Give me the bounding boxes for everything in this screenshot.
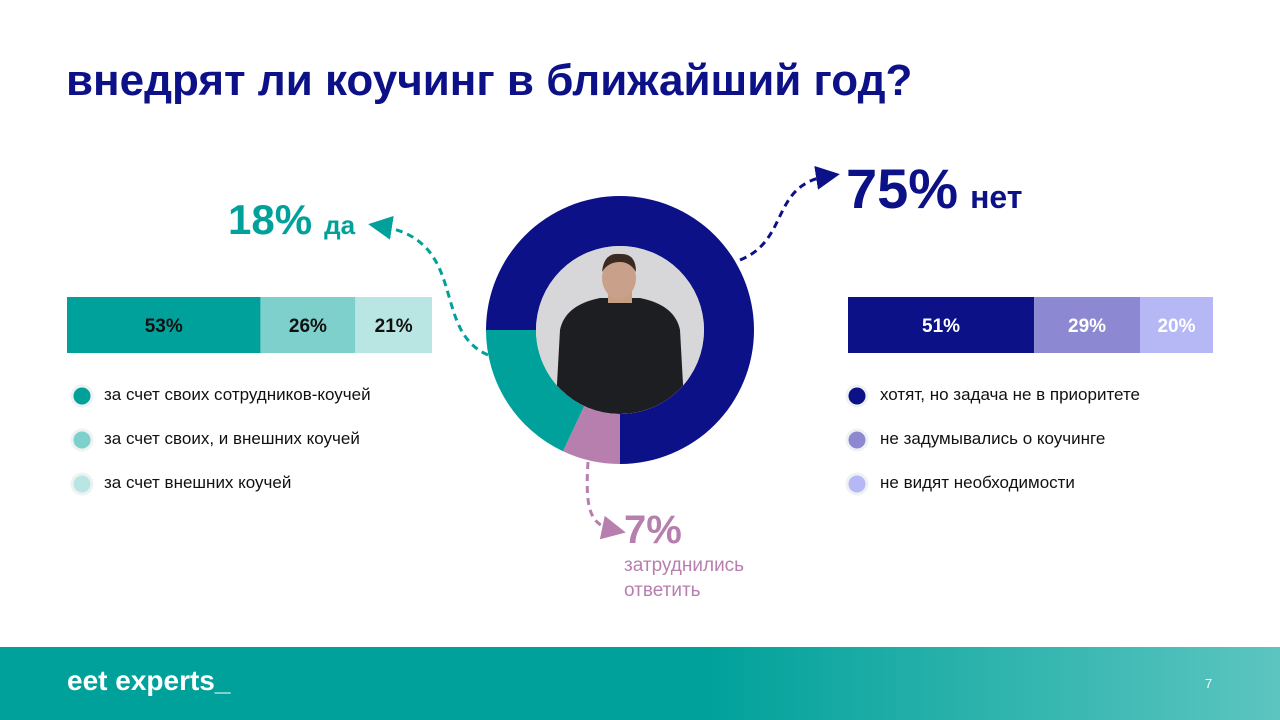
value-label: 18% [228,196,313,243]
bar-segment [260,297,356,353]
value-label: 75% [846,157,959,220]
category-label: да [324,210,356,240]
arrow [739,165,840,262]
donut-slice [562,406,620,464]
value-label: 53% [145,316,183,337]
legend-marker [845,384,869,408]
pie-label: 7% затруднились ответить [624,508,774,603]
value-label: 20% [1157,316,1195,337]
donut-slice [486,330,585,452]
arrow [585,461,626,540]
bar-segment [848,297,1035,353]
value-label: 26% [289,316,327,337]
legend-marker [70,472,94,496]
value-label: 21% [375,316,413,337]
legend-marker [70,428,94,452]
logo: eet experts_ [67,665,231,696]
category-label: нет [970,179,1023,215]
legend-label: за счет внешних коучей [104,473,292,492]
footer: eet experts_ 7 [0,647,1280,720]
arrow [368,216,489,357]
page-number: 7 [1205,676,1213,691]
pie-label: 75% нет [846,156,1022,221]
legend-label: не видят необходимости [880,473,1075,492]
legend-marker [845,428,869,452]
pie-label: 18% да [228,196,355,244]
bar-segment [355,297,432,353]
bar-segment [1034,297,1140,353]
legend-label: не задумывались о коучинге [880,429,1106,448]
legend-marker [70,384,94,408]
slide-title: внедрят ли коучинг в ближайший год? [66,56,913,105]
category-label: затруднились ответить [624,555,745,601]
legend-label: хотят, но задача не в приоритете [880,385,1140,404]
photo [536,246,704,414]
legend-label: за счет своих, и внешних коучей [104,429,360,448]
bar-segment [1140,297,1213,353]
value-label: 7% [624,508,682,552]
value-label: 29% [1068,316,1106,337]
legend-label: за счет своих сотрудников-коучей [104,385,371,404]
value-label: 51% [922,316,960,337]
donut-slice [486,196,754,464]
legend-marker [845,472,869,496]
bar-segment [67,297,261,353]
